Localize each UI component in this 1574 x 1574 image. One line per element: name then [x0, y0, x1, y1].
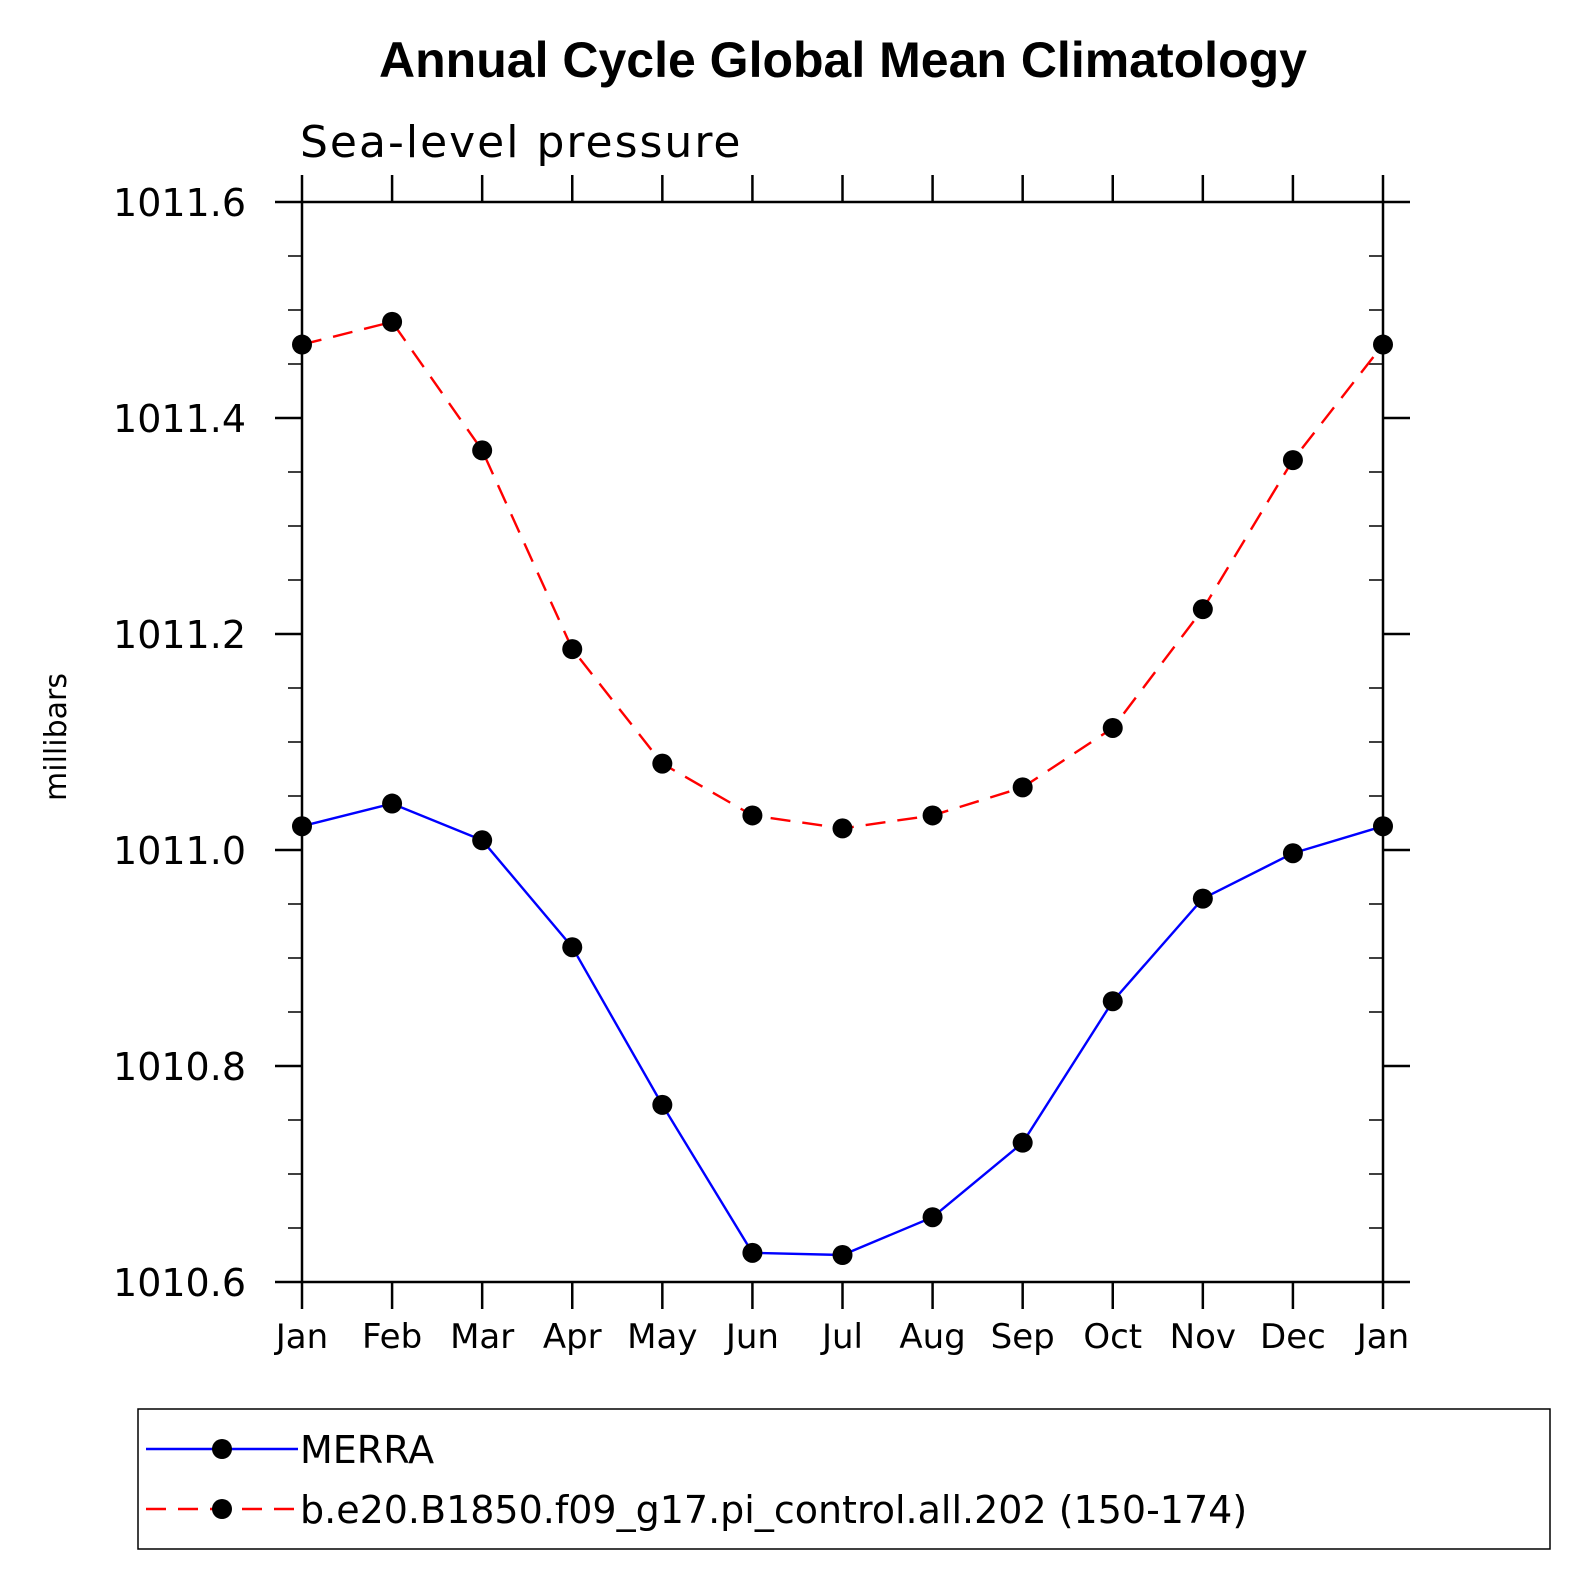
x-tick-label: Jan [274, 1317, 328, 1357]
data-point [382, 793, 403, 814]
data-point [382, 311, 403, 332]
y-tick-label: 1011.0 [113, 829, 246, 873]
data-point [922, 805, 943, 826]
data-point [832, 1245, 853, 1265]
data-point [1192, 599, 1213, 620]
data-point [562, 937, 583, 958]
data-point [1282, 450, 1303, 471]
x-tick-label: Nov [1170, 1317, 1236, 1357]
legend-label-1: MERRA [300, 1428, 434, 1472]
data-point [742, 1242, 763, 1263]
x-tick-label: Oct [1083, 1317, 1142, 1357]
data-point [1012, 777, 1033, 798]
data-point [1282, 843, 1303, 864]
data-point [922, 1207, 943, 1228]
data-point [652, 1094, 673, 1115]
data-point [652, 753, 673, 774]
x-tick-label: Aug [899, 1317, 965, 1357]
y-tick-label: 1010.8 [113, 1045, 246, 1089]
data-point [472, 440, 493, 461]
data-markers [292, 311, 1393, 1265]
y-tick-label: 1011.4 [113, 397, 246, 441]
y-tick-label: 1010.6 [113, 1261, 246, 1305]
x-tick-label: May [627, 1317, 697, 1357]
series-line-2 [301, 320, 1384, 830]
data-point [742, 805, 763, 826]
x-tick-label: Dec [1260, 1317, 1326, 1357]
series-line-1 [301, 802, 1384, 1257]
x-tick-label: Jun [724, 1317, 779, 1357]
y-tick-label: 1011.2 [113, 613, 246, 657]
legend-label-2: b.e20.B1850.f09_g17.pi_control.all.202 (… [300, 1488, 1247, 1532]
y-axis-label: millibars [39, 673, 74, 801]
x-tick-label: Jul [820, 1317, 863, 1357]
legend: MERRA b.e20.B1850.f09_g17.pi_control.all.… [137, 1408, 1551, 1550]
data-point [832, 818, 853, 839]
legend-box [137, 1408, 1551, 1550]
x-tick-label: Apr [543, 1317, 602, 1357]
tick-marks [275, 175, 1410, 1309]
y-tick-label: 1011.6 [113, 181, 246, 225]
data-point [1012, 1132, 1033, 1153]
chart-title: Annual Cycle Global Mean Climatology [379, 32, 1307, 88]
data-point [1102, 717, 1123, 738]
data-point [562, 639, 583, 660]
chart-subtitle: Sea-level pressure [300, 117, 743, 168]
data-point [1102, 991, 1123, 1012]
x-tick-label: Mar [450, 1317, 514, 1357]
legend-marker-1 [212, 1439, 232, 1459]
x-tick-label: Jan [1355, 1317, 1409, 1357]
plot-series [301, 320, 1384, 1257]
x-tick-label: Feb [362, 1317, 422, 1357]
legend-entries: MERRA b.e20.B1850.f09_g17.pi_control.all.… [146, 1428, 1247, 1532]
x-tick-label: Sep [991, 1317, 1055, 1357]
tick-labels: Jan Feb Mar Apr May Jun Jul Aug Sep Oct Nov Dec Jan 1… [113, 181, 1409, 1357]
plot-frame [300, 200, 1385, 1284]
data-point [472, 830, 493, 851]
legend-marker-2 [212, 1499, 232, 1519]
data-point [1192, 888, 1213, 909]
